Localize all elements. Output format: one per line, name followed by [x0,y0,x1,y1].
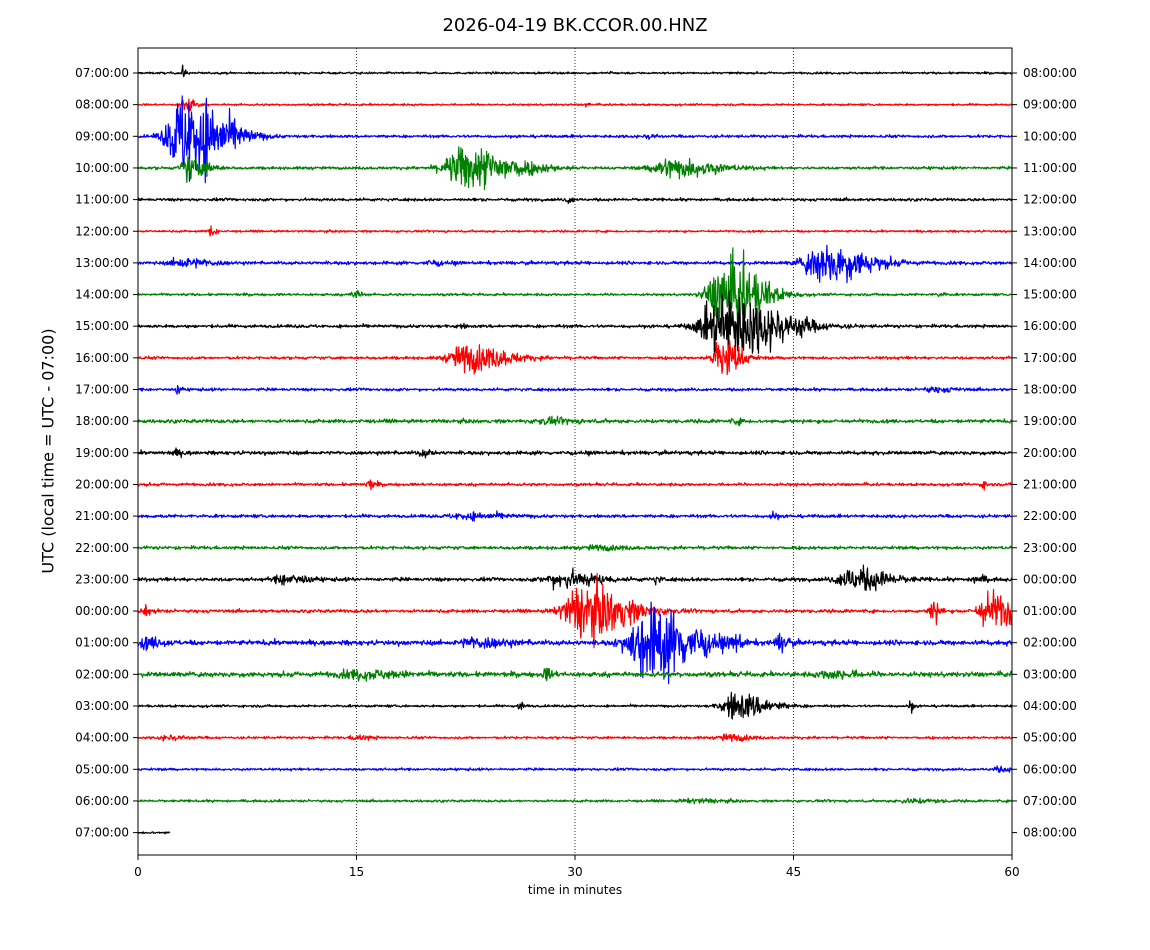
y-tick-label-left: 08:00:00 [75,98,129,112]
y-tick-label-right: 05:00:00 [1023,731,1077,745]
y-tick-label-left: 12:00:00 [75,224,129,238]
trace-120000-5 [137,225,1013,237]
y-tick-label-right: 18:00:00 [1023,383,1077,397]
y-tick-label-left: 05:00:00 [75,762,129,776]
y-tick-label-left: 03:00:00 [75,699,129,713]
x-tick-label: 15 [349,865,364,879]
y-tick-label-right: 15:00:00 [1023,288,1077,302]
y-tick-label-right: 22:00:00 [1023,509,1077,523]
y-tick-label-left: 18:00:00 [75,414,129,428]
y-tick-label-left: 07:00:00 [75,826,129,840]
trace-170000-10 [137,385,1013,395]
y-tick-label-left: 07:00:00 [75,66,129,80]
y-tick-label-right: 08:00:00 [1023,66,1077,80]
y-tick-label-left: 21:00:00 [75,509,129,523]
y-tick-label-left: 10:00:00 [75,161,129,175]
trace-160000-9 [137,339,1013,376]
trace-030000-20 [137,691,1013,720]
y-tick-label-right: 23:00:00 [1023,541,1077,555]
y-tick-label-right: 14:00:00 [1023,256,1077,270]
y-tick-label-right: 19:00:00 [1023,414,1077,428]
y-tick-label-left: 17:00:00 [75,383,129,397]
y-tick-label-right: 01:00:00 [1023,604,1077,618]
x-tick-label: 30 [567,865,582,879]
trace-060000-23 [137,797,1013,805]
trace-190000-12 [137,447,1013,459]
y-tick-label-left: 19:00:00 [75,446,129,460]
trace-000000-17 [137,572,1013,649]
trace-130000-6 [137,244,1013,284]
x-axis-label: time in minutes [527,883,623,897]
y-tick-label-left: 06:00:00 [75,794,129,808]
trace-180000-11 [137,415,1013,427]
y-tick-label-left: 02:00:00 [75,667,129,681]
y-tick-label-left: 09:00:00 [75,129,129,143]
trace-080000-1 [137,98,1013,112]
trace-070000-0 [137,64,1013,78]
y-tick-label-right: 21:00:00 [1023,477,1077,491]
y-tick-label-right: 16:00:00 [1023,319,1077,333]
x-tick-label: 60 [1004,865,1019,879]
y-tick-label-right: 08:00:00 [1023,826,1077,840]
chart-title: 2026-04-19 BK.CCOR.00.HNZ [442,15,708,36]
trace-070000-24 [137,831,171,835]
y-tick-label-left: 16:00:00 [75,351,129,365]
y-tick-label-right: 03:00:00 [1023,667,1077,681]
y-tick-label-left: 04:00:00 [75,731,129,745]
y-tick-label-right: 07:00:00 [1023,794,1077,808]
y-tick-label-left: 15:00:00 [75,319,129,333]
trace-100000-3 [137,146,1013,191]
y-tick-label-right: 10:00:00 [1023,129,1077,143]
y-tick-label-right: 04:00:00 [1023,699,1077,713]
trace-210000-14 [137,510,1013,522]
y-tick-label-left: 22:00:00 [75,541,129,555]
y-tick-label-left: 20:00:00 [75,477,129,491]
y-tick-label-right: 00:00:00 [1023,572,1077,586]
x-tick-label: 45 [786,865,801,879]
trace-140000-7 [137,247,1013,329]
tick-layer: 0 15 30 45 60 07:00:00 08:00:00 09:00:00 10:00:0… [75,66,1077,879]
y-tick-label-right: 20:00:00 [1023,446,1077,460]
trace-020000-19 [137,667,1013,682]
trace-230000-16 [137,564,1013,592]
trace-040000-21 [137,733,1013,743]
trace-layer [137,64,1013,835]
y-tick-label-left: 14:00:00 [75,288,129,302]
y-tick-label-right: 17:00:00 [1023,351,1077,365]
y-tick-label-right: 02:00:00 [1023,636,1077,650]
trace-220000-15 [137,544,1013,552]
x-tick-label: 0 [134,865,142,879]
y-tick-label-right: 12:00:00 [1023,193,1077,207]
trace-090000-2 [137,95,1013,184]
y-tick-label-left: 01:00:00 [75,636,129,650]
y-tick-label-right: 06:00:00 [1023,762,1077,776]
grid-lines [356,48,794,855]
trace-200000-13 [137,479,1013,491]
y-tick-label-left: 11:00:00 [75,193,129,207]
trace-050000-22 [137,765,1013,773]
trace-110000-4 [137,196,1013,205]
y-tick-label-right: 13:00:00 [1023,224,1077,238]
trace-150000-8 [137,290,1013,354]
y-tick-label-left: 00:00:00 [75,604,129,618]
y-tick-label-right: 09:00:00 [1023,98,1077,112]
trace-010000-18 [137,601,1013,685]
y-tick-label-left: 23:00:00 [75,572,129,586]
y-tick-label-right: 11:00:00 [1023,161,1077,175]
y-tick-label-left: 13:00:00 [75,256,129,270]
